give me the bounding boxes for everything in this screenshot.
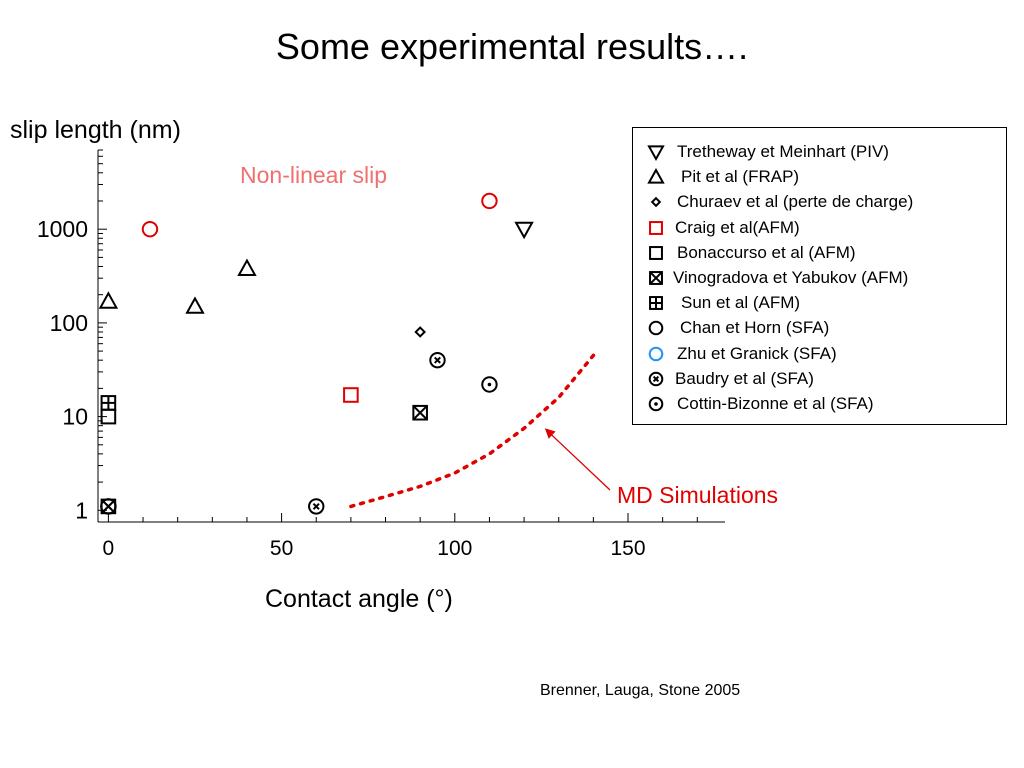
- legend-marker-icon: [648, 396, 664, 412]
- y-tick-label: 1: [75, 497, 88, 523]
- legend-marker-icon: [648, 321, 664, 336]
- legend-marker-icon: [649, 296, 663, 311]
- legend-label: Tretheway et Meinhart (PIV): [677, 142, 889, 161]
- md-simulations-arrow: [544, 428, 611, 491]
- legend-label: Vinogradova et Yabukov (AFM): [673, 268, 909, 287]
- legend-marker: [649, 296, 663, 311]
- legend-label: Cottin-Bizonne et al (SFA): [677, 394, 874, 413]
- legend-marker-icon: [649, 245, 663, 260]
- legend-label: Pit et al (FRAP): [681, 167, 800, 187]
- data-point: [141, 220, 159, 238]
- legend-marker: [648, 346, 664, 361]
- x-tick-label: 100: [437, 537, 472, 560]
- legend-label: Churaev et al (perte de charge): [677, 192, 914, 212]
- legend-label: Bonaccurso et al (AFM): [677, 242, 856, 262]
- legend-marker-icon: [650, 197, 662, 208]
- data-point: [100, 498, 117, 515]
- legend-marker-icon: [648, 346, 664, 361]
- data-point: [514, 221, 534, 240]
- data-point: [343, 387, 359, 403]
- annotation-md-simulations: MD Simulations: [617, 482, 779, 508]
- x-tick-label: 0: [103, 537, 115, 560]
- legend-label: Zhu et Granick (SFA): [677, 343, 837, 363]
- legend-label: Baudry et al (SFA): [675, 368, 814, 388]
- legend-marker: [648, 371, 664, 387]
- citation: Brenner, Lauga, Stone 2005: [540, 682, 741, 699]
- data-points: [98, 192, 534, 515]
- legend-marker: [647, 168, 665, 184]
- legend-marker-icon: [648, 371, 664, 387]
- data-point: [237, 258, 257, 276]
- y-tick-label: 100: [50, 310, 88, 336]
- data-point: [429, 351, 446, 369]
- legend-marker: [650, 197, 662, 208]
- legend-label: Chan et Horn (SFA): [680, 318, 830, 338]
- data-point: [412, 404, 428, 421]
- legend-marker-icon: [647, 145, 665, 162]
- slide-title: Some experimental results….: [275, 26, 749, 67]
- legend-marker-icon: [649, 271, 663, 285]
- data-point: [481, 192, 498, 210]
- data-point: [100, 395, 117, 411]
- legend-marker-icon: [649, 220, 663, 235]
- x-axis-label: Contact angle (°): [265, 585, 453, 613]
- y-tick-label: 1000: [37, 216, 88, 242]
- annotation-non-linear-slip: Non-linear slip: [240, 162, 388, 188]
- legend-marker: [648, 321, 664, 336]
- legend-marker: [648, 396, 664, 412]
- legend-marker-icon: [647, 168, 665, 184]
- arrow-head: [544, 428, 556, 439]
- axes: 1 10 100 1000 0 50 100 150: [37, 149, 725, 560]
- legend-marker: [649, 271, 663, 285]
- legend: Tretheway et Meinhart (PIV) Pit et al (FR…: [632, 127, 1007, 425]
- y-tick-label: 10: [62, 404, 88, 430]
- legend-label: Craig et al(AFM): [675, 217, 800, 237]
- x-tick-label: 150: [610, 537, 645, 560]
- x-tick-label: 50: [270, 537, 293, 560]
- legend-marker: [649, 220, 663, 235]
- md-simulations-line: [349, 353, 596, 509]
- data-point: [185, 296, 205, 314]
- legend-label: Sun et al (AFM): [681, 293, 801, 313]
- data-point: [481, 376, 498, 393]
- data-point: [414, 326, 426, 338]
- arrow-shaft: [548, 431, 611, 491]
- md-simulations-curve: [349, 353, 596, 509]
- data-point: [98, 291, 119, 309]
- legend-marker: [649, 245, 663, 260]
- y-axis-label: slip length (nm): [10, 116, 181, 144]
- data-point: [308, 498, 325, 515]
- legend-marker: [647, 145, 665, 162]
